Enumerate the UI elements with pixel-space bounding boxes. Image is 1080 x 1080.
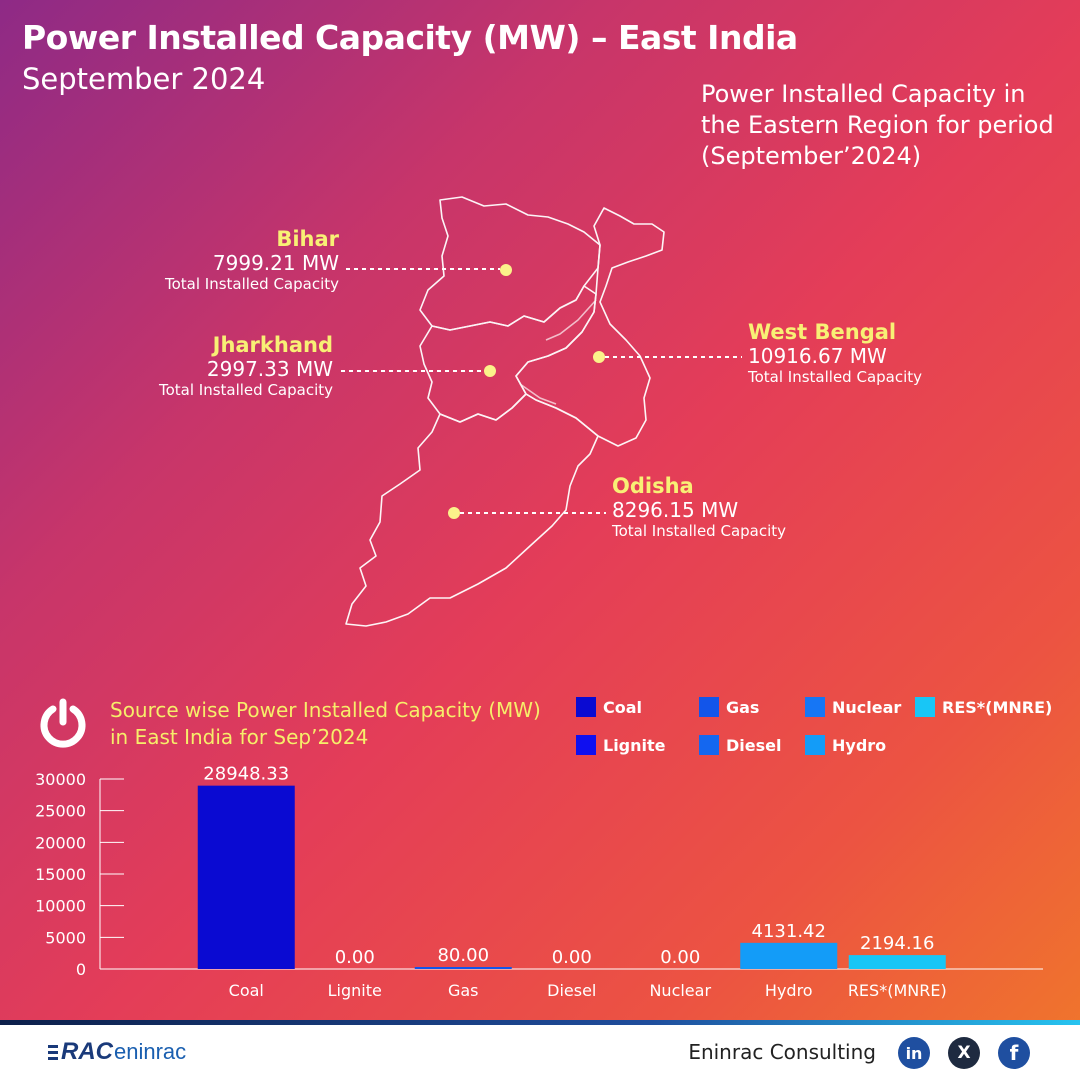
brand-logo: RAC eninrac: [48, 1038, 186, 1066]
legend-item: Nuclear: [805, 697, 901, 717]
y-tick-label: 20000: [35, 833, 86, 852]
state-value: 8296.15 MW: [612, 498, 739, 522]
chart-title-line-2: in East India for Sep’2024: [110, 725, 369, 749]
legend-swatch: [805, 735, 825, 755]
legend-swatch: [699, 735, 719, 755]
state-label-bihar: Bihar 7999.21 MW Total Installed Capacit…: [165, 227, 339, 293]
x-icon[interactable]: X: [948, 1037, 980, 1069]
bar-coal: [197, 785, 295, 969]
jharkhand-dot: [484, 365, 496, 377]
state-label-west-bengal: West Bengal 10916.67 MW Total Installed …: [748, 320, 922, 386]
linkedin-icon[interactable]: in: [898, 1037, 930, 1069]
map-caption: Power Installed Capacity in the Eastern …: [701, 80, 1054, 170]
x-tick-label: Hydro: [765, 981, 813, 1000]
bar-value-label: 0.00: [660, 947, 700, 968]
odisha-outline: [345, 393, 599, 627]
x-tick-label: RES*(MNRE): [848, 981, 947, 1000]
footer-accent-bar: [0, 1020, 1080, 1025]
page-title: Power Installed Capacity (MW) – East Ind…: [22, 18, 798, 57]
bar-value-label: 4131.42: [752, 921, 826, 942]
legend-swatch: [576, 697, 596, 717]
legend-swatch: [805, 697, 825, 717]
state-caption: Total Installed Capacity: [612, 522, 787, 540]
y-tick-label: 15000: [35, 865, 86, 884]
legend-swatch: [699, 697, 719, 717]
legend-item: Diesel: [699, 735, 781, 755]
y-tick-label: 30000: [35, 770, 86, 789]
state-caption: Total Installed Capacity: [158, 381, 333, 399]
legend-label: Diesel: [726, 735, 782, 755]
bar-value-label: 28948.33: [203, 764, 289, 785]
state-name: Bihar: [276, 227, 339, 251]
west-bengal-outline: [515, 207, 665, 447]
legend-label: Lignite: [603, 735, 666, 755]
east-india-map: [345, 196, 665, 627]
state-label-jharkhand: Jharkhand 2997.33 MW Total Installed Cap…: [159, 333, 333, 399]
bihar-dot: [500, 264, 512, 276]
bihar-outline: [419, 196, 601, 331]
bar-chart: 0 5000 10000 15000 20000 25000 30000 28948.33 Co…: [35, 764, 1043, 1000]
legend-label: Nuclear: [832, 697, 902, 717]
bar-hydro: [740, 942, 838, 969]
state-name: Odisha: [612, 474, 694, 498]
legend-item: Hydro: [805, 735, 886, 755]
state-value: 2997.33 MW: [206, 357, 333, 381]
legend-label: RES*(MNRE): [942, 697, 1053, 717]
x-tick-label: Nuclear: [649, 981, 711, 1000]
company-name: Eninrac Consulting: [688, 1040, 876, 1064]
legend-swatch: [576, 735, 596, 755]
state-caption: Total Installed Capacity: [164, 275, 339, 293]
x-tick-label: Lignite: [328, 981, 382, 1000]
state-name: Jharkhand: [212, 333, 333, 357]
chart-title: Source wise Power Installed Capacity (MW…: [110, 697, 541, 751]
odisha-dot: [448, 507, 460, 519]
brand-part-2: eninrac: [114, 1039, 187, 1064]
legend-item: Lignite: [576, 735, 666, 755]
legend-item: Coal: [576, 697, 642, 717]
power-icon: [40, 698, 86, 748]
state-value: 10916.67 MW: [748, 344, 887, 368]
y-tick-label: 25000: [35, 802, 86, 821]
x-tick-label: Coal: [229, 981, 264, 1000]
state-caption: Total Installed Capacity: [748, 368, 923, 386]
west-bengal-dot: [593, 351, 605, 363]
legend-swatch: [915, 697, 935, 717]
bar-value-label: 80.00: [437, 945, 489, 966]
legend-label: Gas: [726, 697, 760, 717]
y-tick-label: 0: [76, 960, 86, 979]
state-value: 7999.21 MW: [212, 251, 339, 275]
x-tick-label: Diesel: [547, 981, 596, 1000]
logo-stripes-icon: [48, 1044, 58, 1060]
jharkhand-outline: [419, 285, 597, 423]
bar-res-mnre-: [848, 955, 946, 969]
facebook-icon[interactable]: f: [998, 1037, 1030, 1069]
x-tick-label: Gas: [448, 981, 479, 1000]
legend-label: Coal: [603, 697, 643, 717]
legend-item: RES*(MNRE): [915, 697, 1052, 717]
page-subtitle: September 2024: [22, 62, 266, 96]
state-label-odisha: Odisha 8296.15 MW Total Installed Capaci…: [612, 474, 786, 540]
bar-gas: [414, 967, 512, 969]
brand-part-1: RAC: [61, 1038, 113, 1065]
legend-item: Gas: [699, 697, 759, 717]
y-tick-label: 5000: [45, 928, 86, 947]
legend-label: Hydro: [832, 735, 887, 755]
state-name: West Bengal: [748, 320, 897, 344]
bar-value-label: 0.00: [335, 947, 375, 968]
bar-value-label: 2194.16: [860, 933, 934, 954]
y-tick-label: 10000: [35, 897, 86, 916]
bar-value-label: 0.00: [552, 947, 592, 968]
chart-title-line-1: Source wise Power Installed Capacity (MW…: [110, 698, 541, 722]
